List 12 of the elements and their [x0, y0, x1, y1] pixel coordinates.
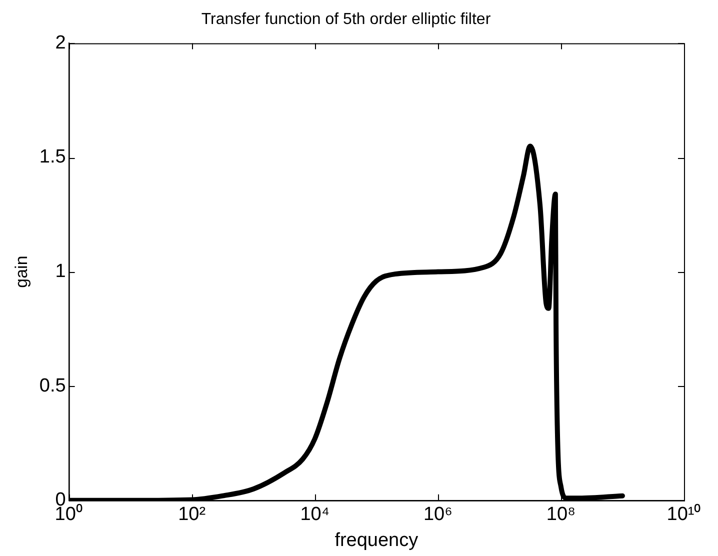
y-tick-label: 1.5 — [39, 146, 66, 168]
x-tick-label: 10⁸ — [546, 504, 576, 526]
y-tick-label: 1 — [55, 261, 66, 282]
x-tick-label: 10⁶ — [423, 504, 452, 526]
chart-title: Transfer function of 5th order elliptic filter — [201, 11, 492, 28]
y-tick-label: 2 — [55, 32, 66, 54]
x-axis-title: frequency — [334, 530, 419, 551]
y-tick-label: 0.5 — [39, 375, 66, 396]
y-axis-title: gain — [12, 256, 31, 288]
x-tick-label: 10² — [178, 504, 206, 526]
x-tick-label: 10⁴ — [300, 504, 330, 526]
x-tick-label: 10¹⁰ — [666, 503, 702, 526]
